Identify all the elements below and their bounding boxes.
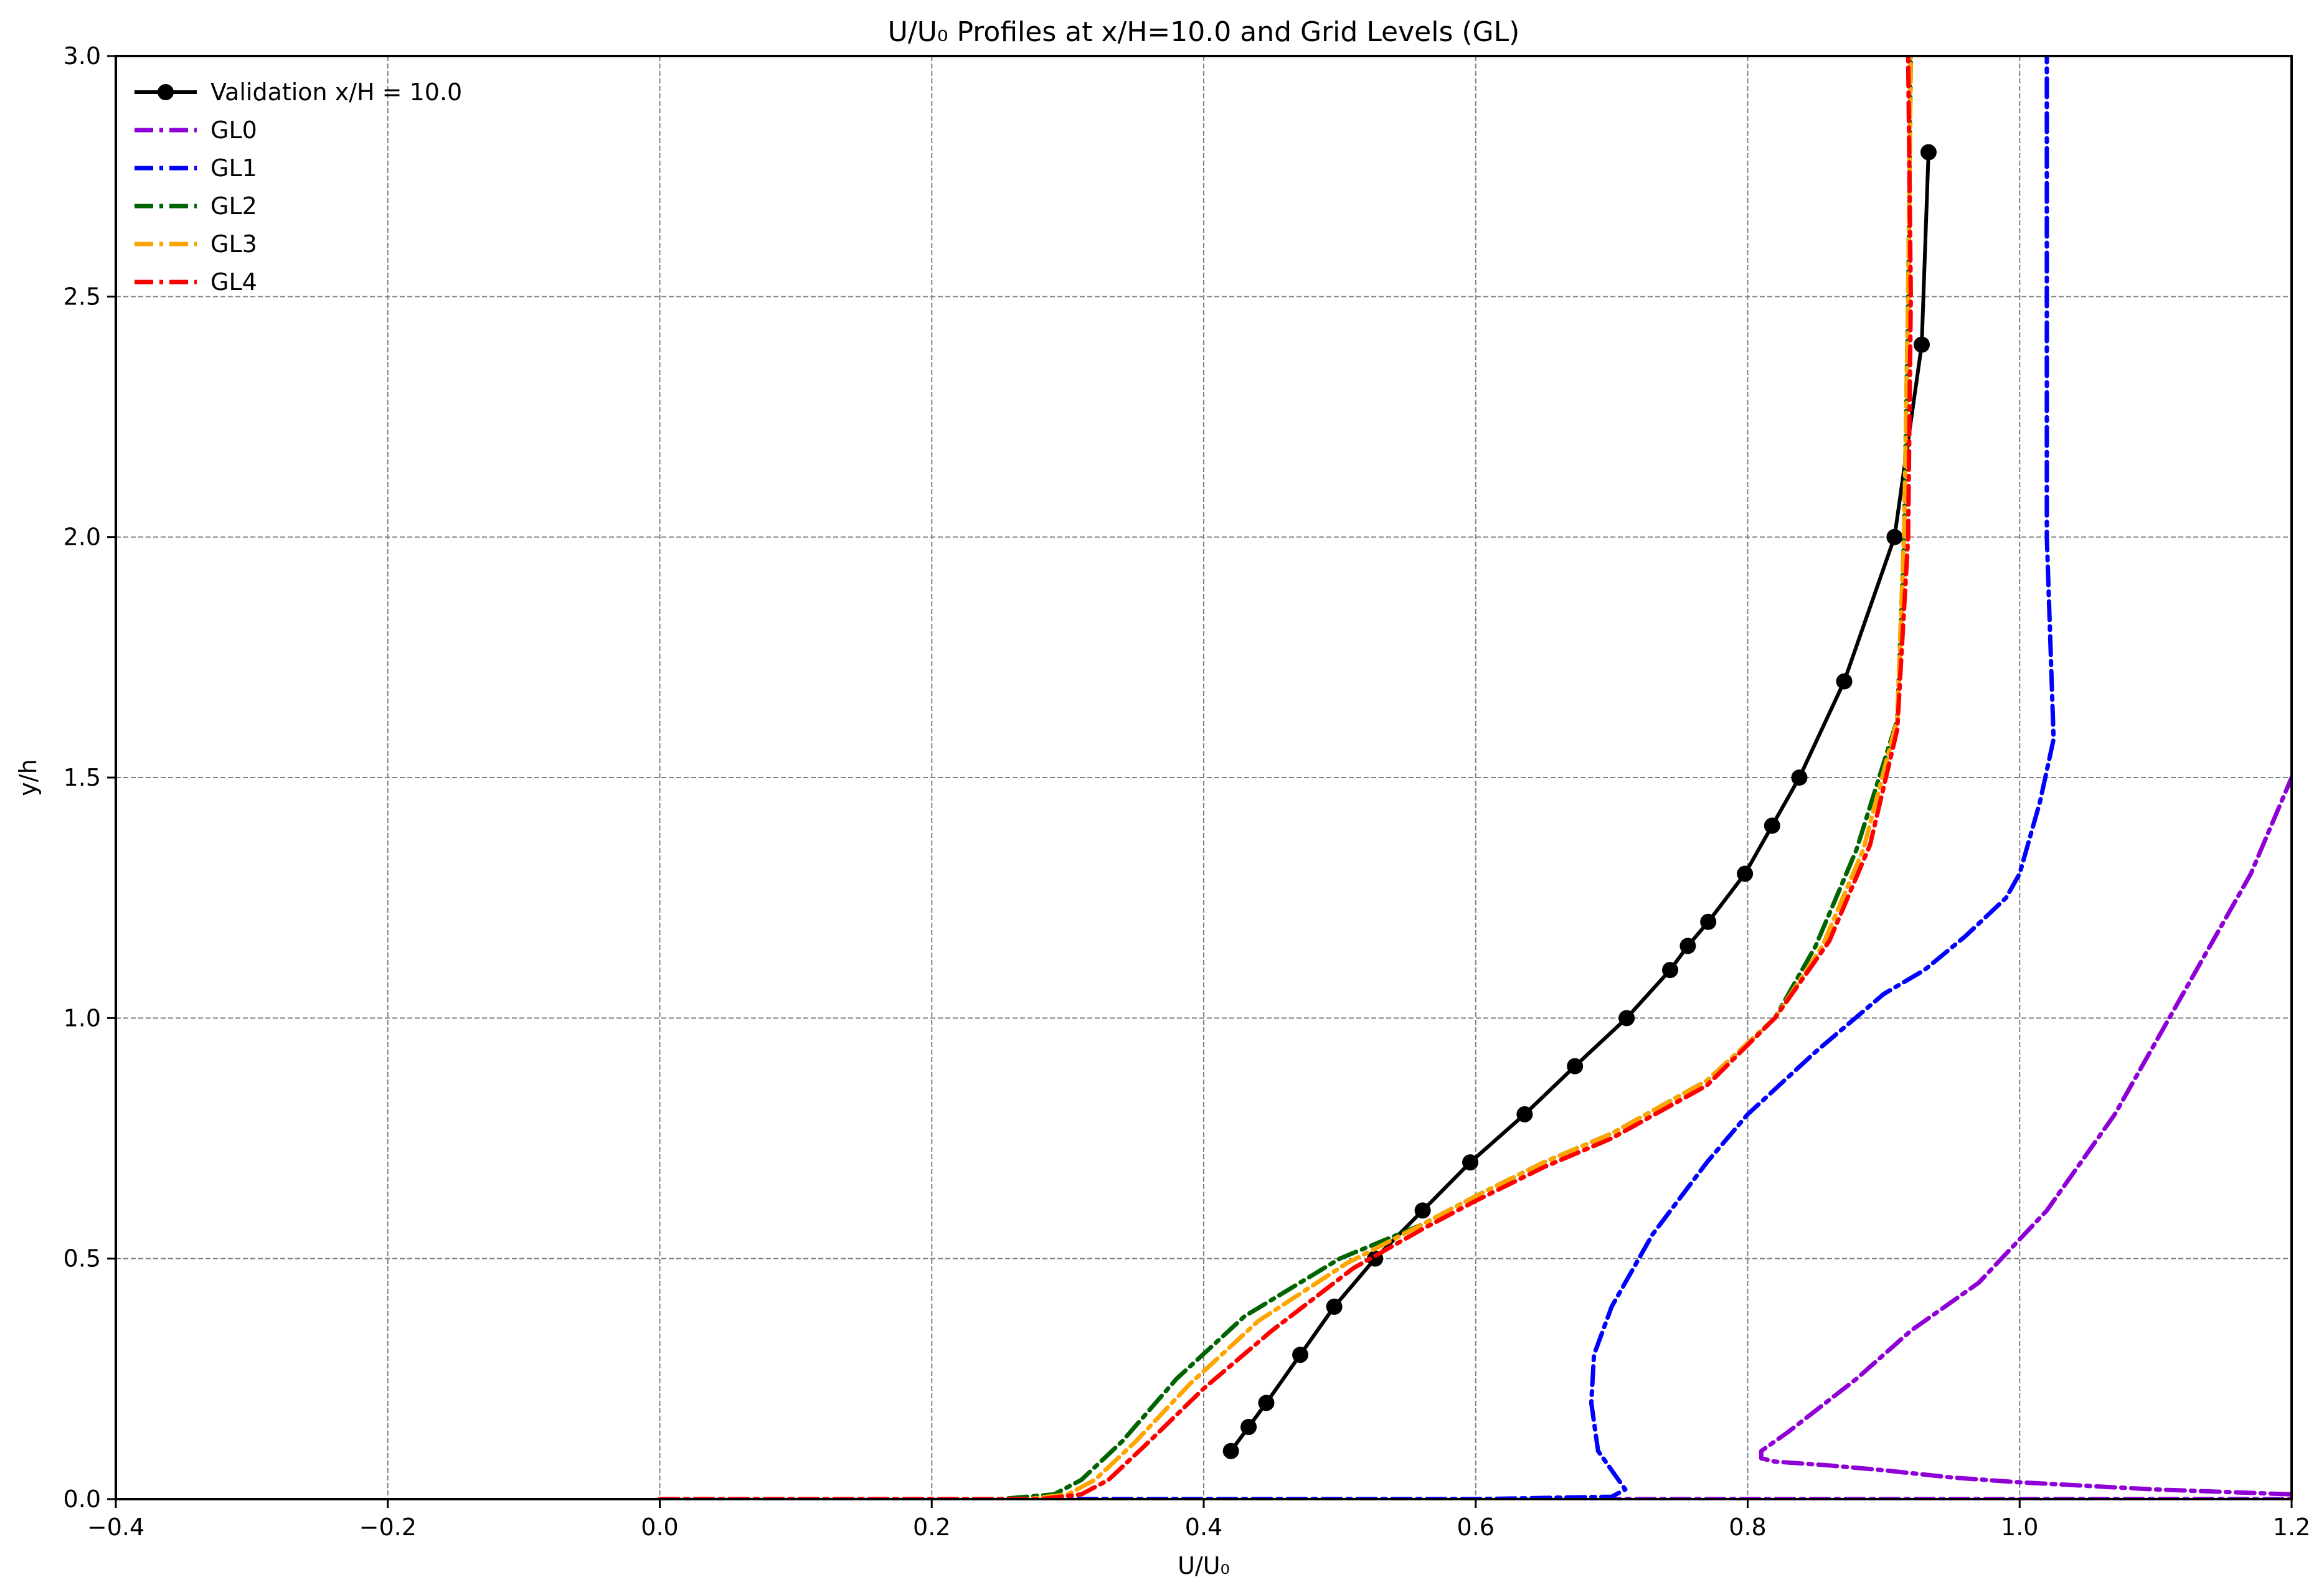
legend-label: Validation x/H = 10.0 — [210, 78, 462, 106]
legend-item: GL0 — [135, 116, 257, 144]
series-line-gl1 — [658, 56, 2056, 1499]
validation-data-point — [1914, 336, 1930, 353]
x-axis-label: U/U₀ — [1178, 1552, 1230, 1579]
validation-data-point — [1886, 529, 1903, 545]
legend-item: GL1 — [135, 154, 257, 182]
y-tick-label: 0.5 — [64, 1245, 101, 1273]
legend-label: GL3 — [210, 230, 257, 258]
x-tick-label: 1.0 — [2001, 1513, 2038, 1541]
validation-data-point — [1737, 865, 1754, 882]
validation-data-point — [1700, 913, 1717, 930]
validation-data-point — [1258, 1395, 1275, 1411]
y-tick-label: 2.5 — [64, 283, 101, 310]
y-tick-label: 0.0 — [64, 1485, 101, 1513]
series-layer — [658, 56, 2292, 1499]
validation-data-point — [1662, 962, 1679, 979]
y-tick-label: 3.0 — [64, 42, 101, 70]
x-tick-label: 1.2 — [2273, 1513, 2310, 1541]
x-tick-label: −0.2 — [359, 1513, 417, 1541]
x-axis-ticks: −0.4 −0.2 0.0 0.2 0.4 0.6 0.8 1.0 1.2 — [87, 1499, 2310, 1541]
validation-data-point — [1516, 1106, 1533, 1122]
validation-data-point — [1764, 817, 1780, 834]
x-tick-label: 0.8 — [1729, 1513, 1766, 1541]
series-line-gl0 — [658, 775, 2292, 1499]
y-tick-label: 1.0 — [64, 1004, 101, 1032]
y-tick-label: 1.5 — [64, 764, 101, 791]
legend-label: GL2 — [210, 192, 257, 220]
legend-item: GL2 — [135, 192, 257, 220]
series-line-gl3 — [658, 56, 1913, 1499]
x-tick-label: −0.4 — [87, 1513, 144, 1541]
validation-data-point — [1679, 938, 1696, 954]
legend: Validation x/H = 10.0 GL0 GL1 GL2 GL3 GL4 — [135, 78, 462, 296]
validation-data-point — [1414, 1202, 1431, 1219]
validation-data-point — [1222, 1442, 1239, 1459]
legend-item: Validation x/H = 10.0 — [135, 78, 462, 106]
legend-label: GL4 — [210, 268, 257, 296]
legend-marker — [158, 84, 174, 100]
validation-data-point — [1326, 1298, 1343, 1315]
y-axis-label: y/h — [14, 759, 42, 796]
y-axis-ticks: 0.0 0.5 1.0 1.5 2.0 2.5 3.0 — [64, 42, 116, 1513]
y-tick-label: 2.0 — [64, 524, 101, 551]
validation-data-point — [1240, 1419, 1257, 1436]
legend-label: GL0 — [210, 116, 257, 144]
validation-data-point — [1791, 769, 1808, 786]
validation-data-point — [1618, 1010, 1635, 1027]
legend-label: GL1 — [210, 154, 257, 182]
validation-data-point — [1920, 144, 1937, 161]
series-line-gl4 — [658, 56, 1913, 1499]
chart-title: U/U₀ Profiles at x/H=10.0 and Grid Level… — [888, 16, 1520, 48]
validation-data-point — [1292, 1347, 1309, 1363]
x-tick-label: 0.4 — [1185, 1513, 1222, 1541]
validation-data-point — [1836, 673, 1853, 690]
x-tick-label: 0.6 — [1457, 1513, 1495, 1541]
x-tick-label: 0.2 — [913, 1513, 950, 1541]
legend-item: GL3 — [135, 230, 257, 258]
validation-data-point — [1567, 1058, 1584, 1075]
legend-item: GL4 — [135, 268, 257, 296]
x-tick-label: 0.0 — [641, 1513, 678, 1541]
validation-data-point — [1462, 1154, 1479, 1171]
